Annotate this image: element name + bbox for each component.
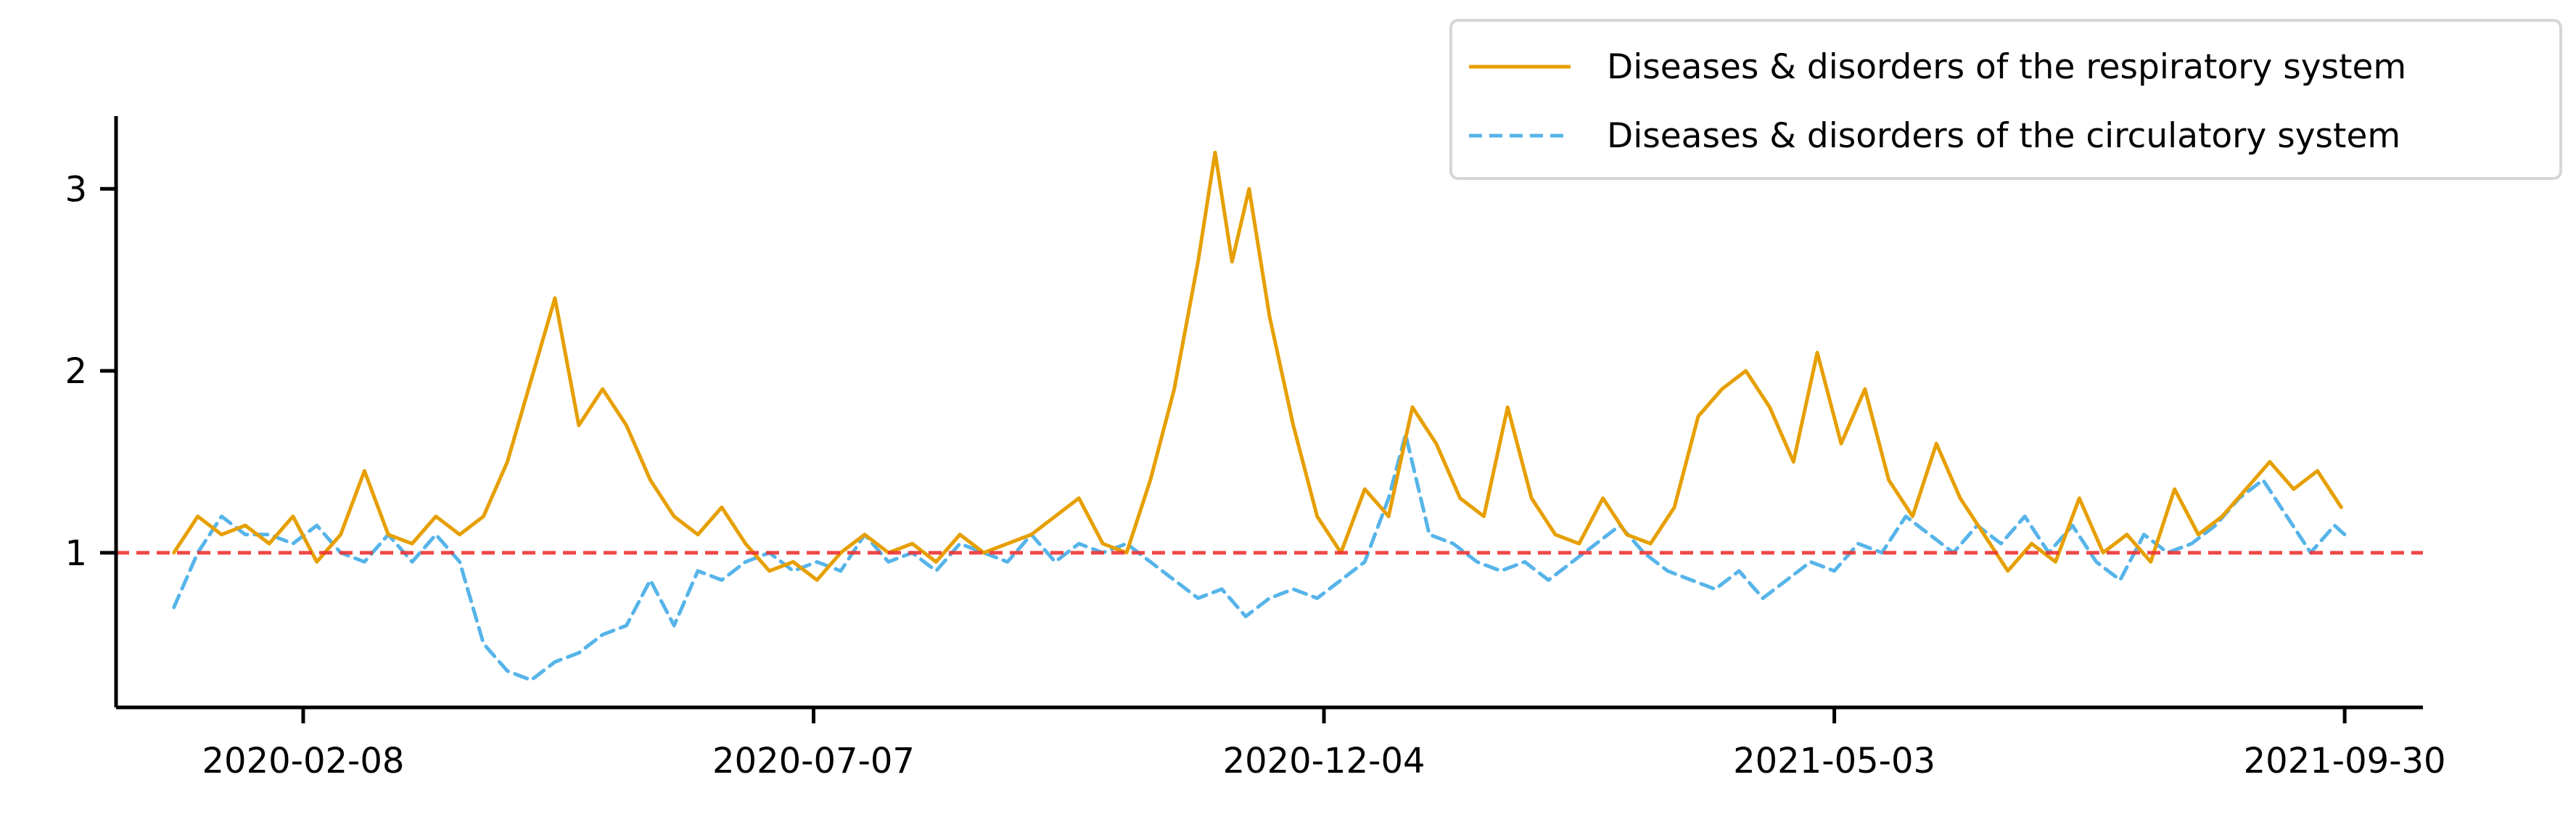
legend-label-respiratory: Diseases & disorders of the respiratory …	[1607, 47, 2406, 87]
y-tick-label: 3	[65, 169, 87, 210]
y-tick-label: 2	[65, 351, 87, 392]
legend: Diseases & disorders of the respiratory …	[1449, 19, 2562, 180]
series-line-circulatory	[172, 432, 2347, 682]
series-layer	[172, 150, 2347, 682]
x-tick-label: 2021-05-03	[1733, 741, 1935, 781]
legend-box	[1449, 19, 2562, 180]
legend-label-circulatory: Diseases & disorders of the circulatory …	[1607, 116, 2400, 156]
x-tick-label: 2020-12-04	[1223, 741, 1425, 781]
y-ticks: 1 2 3	[65, 169, 116, 574]
x-tick-label: 2020-02-08	[202, 741, 404, 781]
y-tick-label: 1	[65, 533, 87, 574]
x-tick-label: 2020-07-07	[712, 741, 915, 781]
x-tick-label: 2021-09-30	[2244, 741, 2446, 781]
x-ticks: 2020-02-08 2020-07-07 2020-12-04 2021-05-03…	[202, 707, 2446, 781]
series-line-respiratory	[172, 150, 2343, 582]
